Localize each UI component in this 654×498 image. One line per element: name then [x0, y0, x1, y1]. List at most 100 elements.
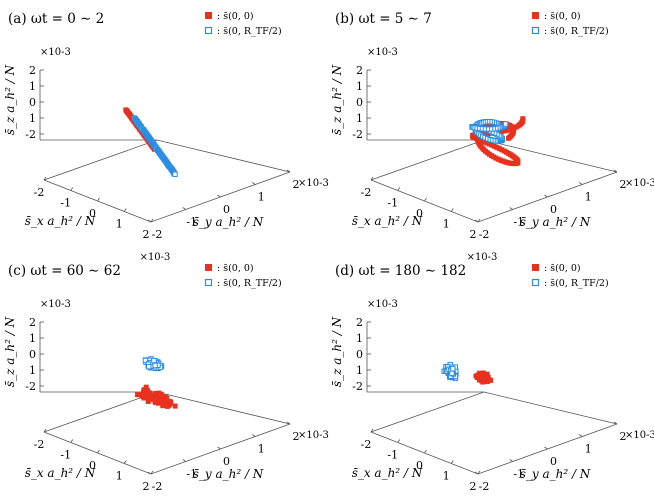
y-tick-label: 2 [293, 178, 300, 191]
x-tick [370, 176, 374, 181]
panel-title: (a) ωt = 0 ∼ 2 [8, 11, 104, 27]
x-tick [43, 428, 47, 433]
z-tick-label: 1 [29, 112, 36, 125]
y-tick-label: 1 [258, 443, 265, 456]
x-tick [424, 197, 427, 202]
data-point-s00 [139, 391, 145, 397]
y-tick [182, 207, 186, 210]
y-tick [147, 471, 152, 475]
y-tick [286, 169, 291, 173]
y-tick-label: 1 [585, 443, 592, 456]
x-axis-label: s̄_x a_h² / N [352, 214, 423, 228]
y-exponent: ×10-3 [298, 430, 329, 441]
z-tick-label: 1 [29, 364, 36, 377]
z-tick-label: 1 [356, 364, 363, 377]
data-point-s00 [142, 391, 148, 397]
panel-d: (d) ωt = 180 ∼ 182: s̄(0, 0): s̄(0, R_TF… [330, 263, 654, 493]
x-tick-label: 2 [470, 228, 477, 241]
data-point-s00 [474, 375, 480, 381]
x-tick-label: 1 [116, 218, 123, 231]
y-tick-label: 2 [620, 178, 627, 191]
data-point-s00 [160, 403, 166, 409]
x-tick-label: -2 [34, 186, 45, 199]
y-tick-label: -1 [513, 216, 524, 229]
data-point-s00 [153, 391, 159, 397]
x-tick [97, 197, 100, 202]
x-tick [123, 460, 127, 464]
z-tick-label: 1 [356, 80, 363, 93]
data-point-s00 [157, 393, 163, 399]
x-tick [150, 218, 154, 223]
data-point-s0R [449, 370, 455, 377]
z-axis-label: s̄_z a_h² / N [3, 316, 17, 387]
x-tick-label: 2 [143, 480, 150, 493]
z-tick-label: 1 [356, 112, 363, 125]
z-exponent: ×10-3 [367, 299, 398, 310]
data-point-s00 [149, 397, 155, 403]
data-point-s00 [494, 144, 500, 150]
z-tick-label: -2 [352, 380, 363, 393]
z-axis-label: s̄_z a_h² / N [330, 316, 344, 387]
x-tick [397, 439, 401, 443]
data-point-s0R [172, 171, 178, 177]
x-tick-label: 2 [143, 228, 150, 241]
legend-label: : s̄(0, R_TF/2) [544, 26, 609, 37]
z-tick-label: 0 [29, 348, 36, 361]
y-tick-label: -2 [152, 480, 163, 493]
z-tick-label: 2 [29, 316, 36, 329]
y-exponent: ×10-3 [625, 178, 654, 189]
x-tick-label: 0 [89, 207, 96, 220]
z-exponent: ×10-3 [40, 299, 71, 310]
y-tick-label: 0 [223, 455, 230, 468]
data-point-s00 [172, 403, 178, 409]
z-tick-label: 0 [356, 96, 363, 109]
y-tick [544, 446, 548, 450]
y-tick [252, 182, 256, 185]
x-tick [150, 470, 154, 475]
panel-a: (a) ωt = 0 ∼ 2: s̄(0, 0): s̄(0, R_TF/2) 2… [3, 11, 329, 263]
z-tick-label: -2 [352, 128, 363, 141]
legend-marker-filled [532, 12, 539, 19]
x-tick-label: -2 [361, 438, 372, 451]
z-tick-label: 2 [356, 64, 363, 77]
y-tick-label: -1 [186, 216, 197, 229]
y-tick [286, 421, 291, 425]
x-tick-label: -2 [34, 438, 45, 451]
y-tick [474, 219, 479, 223]
y-tick-label: 2 [620, 430, 627, 443]
y-axis-label: s̄_y a_h² / N [520, 215, 591, 229]
y-exponent: ×10-3 [298, 178, 329, 189]
x-tick [70, 439, 74, 443]
x-tick [477, 218, 481, 223]
data-point-s00 [153, 393, 159, 399]
y-tick [579, 182, 583, 185]
y-tick-label: 1 [258, 191, 265, 204]
z-tick-label: 1 [356, 332, 363, 345]
y-exponent: ×10-3 [625, 430, 654, 441]
y-tick-label: -2 [152, 228, 163, 241]
data-point-s00 [496, 146, 502, 152]
data-point-s00 [482, 131, 488, 137]
data-point-s00 [149, 394, 155, 400]
data-point-s00 [160, 396, 166, 402]
x-exponent: ×10-3 [140, 252, 171, 263]
data-point-s00 [498, 129, 504, 135]
x-tick [123, 208, 127, 212]
y-tick [544, 194, 548, 198]
x-tick [450, 460, 454, 464]
x-tick [397, 187, 401, 191]
legend-label: : s̄(0, R_TF/2) [544, 278, 609, 289]
z-tick-label: 0 [29, 96, 36, 109]
y-tick-label: -2 [479, 480, 490, 493]
panel-b: (b) ωt = 5 ∼ 7: s̄(0, 0): s̄(0, R_TF/2) 2… [330, 11, 654, 263]
data-point-s00 [141, 395, 147, 401]
legend-label: : s̄(0, 0) [544, 263, 581, 274]
legend-label: : s̄(0, 0) [544, 11, 581, 22]
data-point-s0R [152, 362, 158, 369]
y-tick-label: 0 [223, 203, 230, 216]
y-tick [252, 434, 256, 437]
x-tick [97, 449, 100, 454]
panel-title: (c) ωt = 60 ∼ 62 [8, 263, 121, 279]
y-tick-label: 2 [293, 430, 300, 443]
